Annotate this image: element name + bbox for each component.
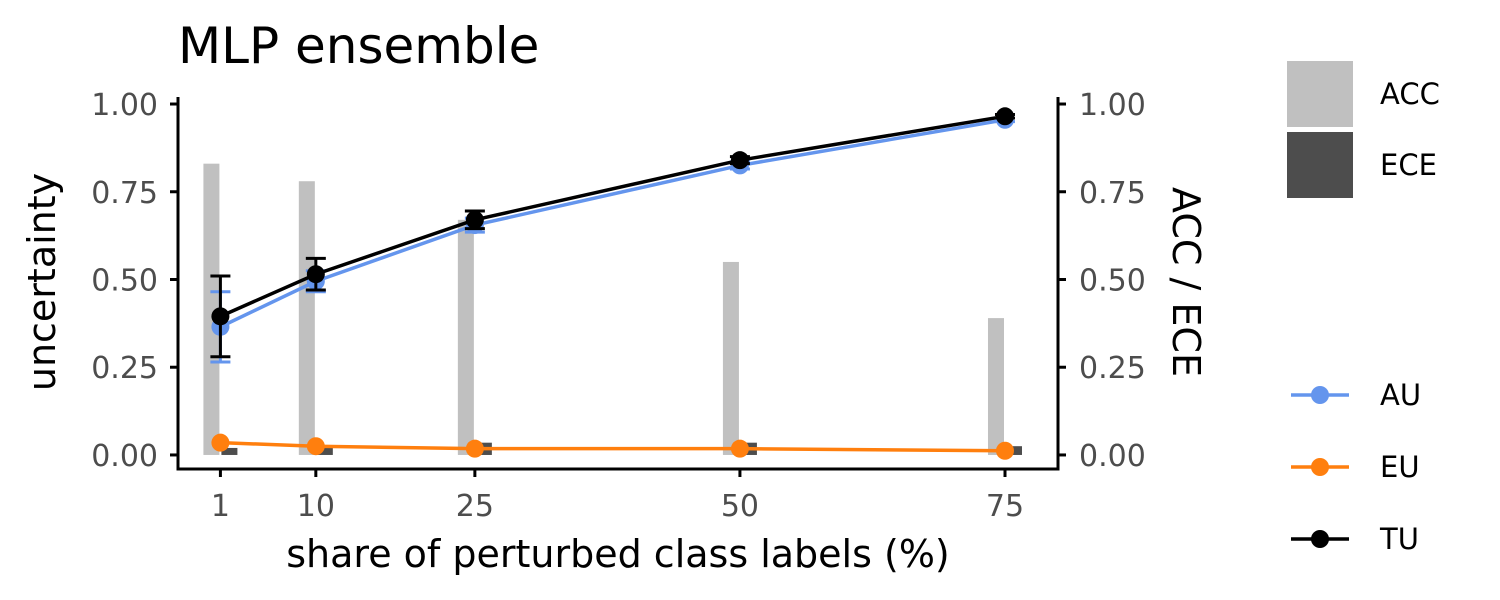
chart-title: MLP ensemble xyxy=(178,17,539,75)
point-tu xyxy=(465,210,484,229)
y2-tick-label: 0.00 xyxy=(1079,439,1146,474)
y-axis-title: uncertainty xyxy=(20,173,64,391)
y2-axis-title: ACC / ECE xyxy=(1164,187,1208,377)
bar-acc xyxy=(298,181,315,455)
point-eu xyxy=(730,439,749,458)
point-tu xyxy=(995,107,1014,126)
x-tick-label: 1 xyxy=(211,489,230,524)
tick-layer: 0.00 0.25 0.50 0.75 1.00 0.00 0.25 0.50 0.75 1.00… xyxy=(91,88,1146,524)
legend-marker-au xyxy=(1311,386,1329,404)
legend-key-acc xyxy=(1287,61,1353,127)
point-tu xyxy=(730,151,749,170)
x-tick-label: 75 xyxy=(986,489,1024,524)
point-eu xyxy=(465,439,484,458)
point-eu xyxy=(211,433,230,452)
line-layer xyxy=(210,107,1015,460)
axes xyxy=(176,97,1060,471)
y-tick-label: 0.25 xyxy=(91,351,158,386)
legend-label-ece: ECE xyxy=(1380,148,1437,182)
series-line-au xyxy=(219,118,1006,329)
y-tick-label: 1.00 xyxy=(91,88,158,123)
point-tu xyxy=(211,307,230,326)
legend-marker-eu xyxy=(1311,458,1329,476)
bar-ece xyxy=(221,447,238,455)
bar-layer xyxy=(203,163,1022,455)
series-line-tu xyxy=(219,114,1006,318)
bar-acc xyxy=(457,219,474,455)
y-tick-label: 0.75 xyxy=(91,176,158,211)
point-tu xyxy=(306,265,325,284)
x-tick-label: 50 xyxy=(721,489,759,524)
legend-marker-tu xyxy=(1311,530,1329,548)
point-eu xyxy=(995,441,1014,460)
bar-ece xyxy=(1005,446,1022,455)
y2-tick-label: 1.00 xyxy=(1079,88,1146,123)
legend-label-eu: EU xyxy=(1380,450,1420,484)
bar-acc xyxy=(722,261,739,455)
y2-tick-label: 0.50 xyxy=(1079,263,1146,298)
point-eu xyxy=(306,437,325,456)
legend-key-ece xyxy=(1287,132,1353,198)
bar-acc xyxy=(203,163,220,455)
bar-ece xyxy=(316,446,333,455)
legend-label-au: AU xyxy=(1380,378,1421,412)
x-axis-title: share of perturbed class labels (%) xyxy=(286,532,950,576)
x-tick-label: 25 xyxy=(456,489,494,524)
y2-tick-label: 0.75 xyxy=(1079,176,1146,211)
legend-label-tu: TU xyxy=(1379,522,1419,556)
y-tick-label: 0.50 xyxy=(91,263,158,298)
series-line-eu xyxy=(220,440,1006,453)
bar-acc xyxy=(987,318,1004,455)
x-tick-label: 10 xyxy=(297,489,335,524)
y2-tick-label: 0.25 xyxy=(1079,351,1146,386)
y-tick-label: 0.00 xyxy=(91,439,158,474)
legend-label-acc: ACC xyxy=(1380,77,1440,111)
legend: ACC ECE AU EU TU xyxy=(1287,61,1440,556)
